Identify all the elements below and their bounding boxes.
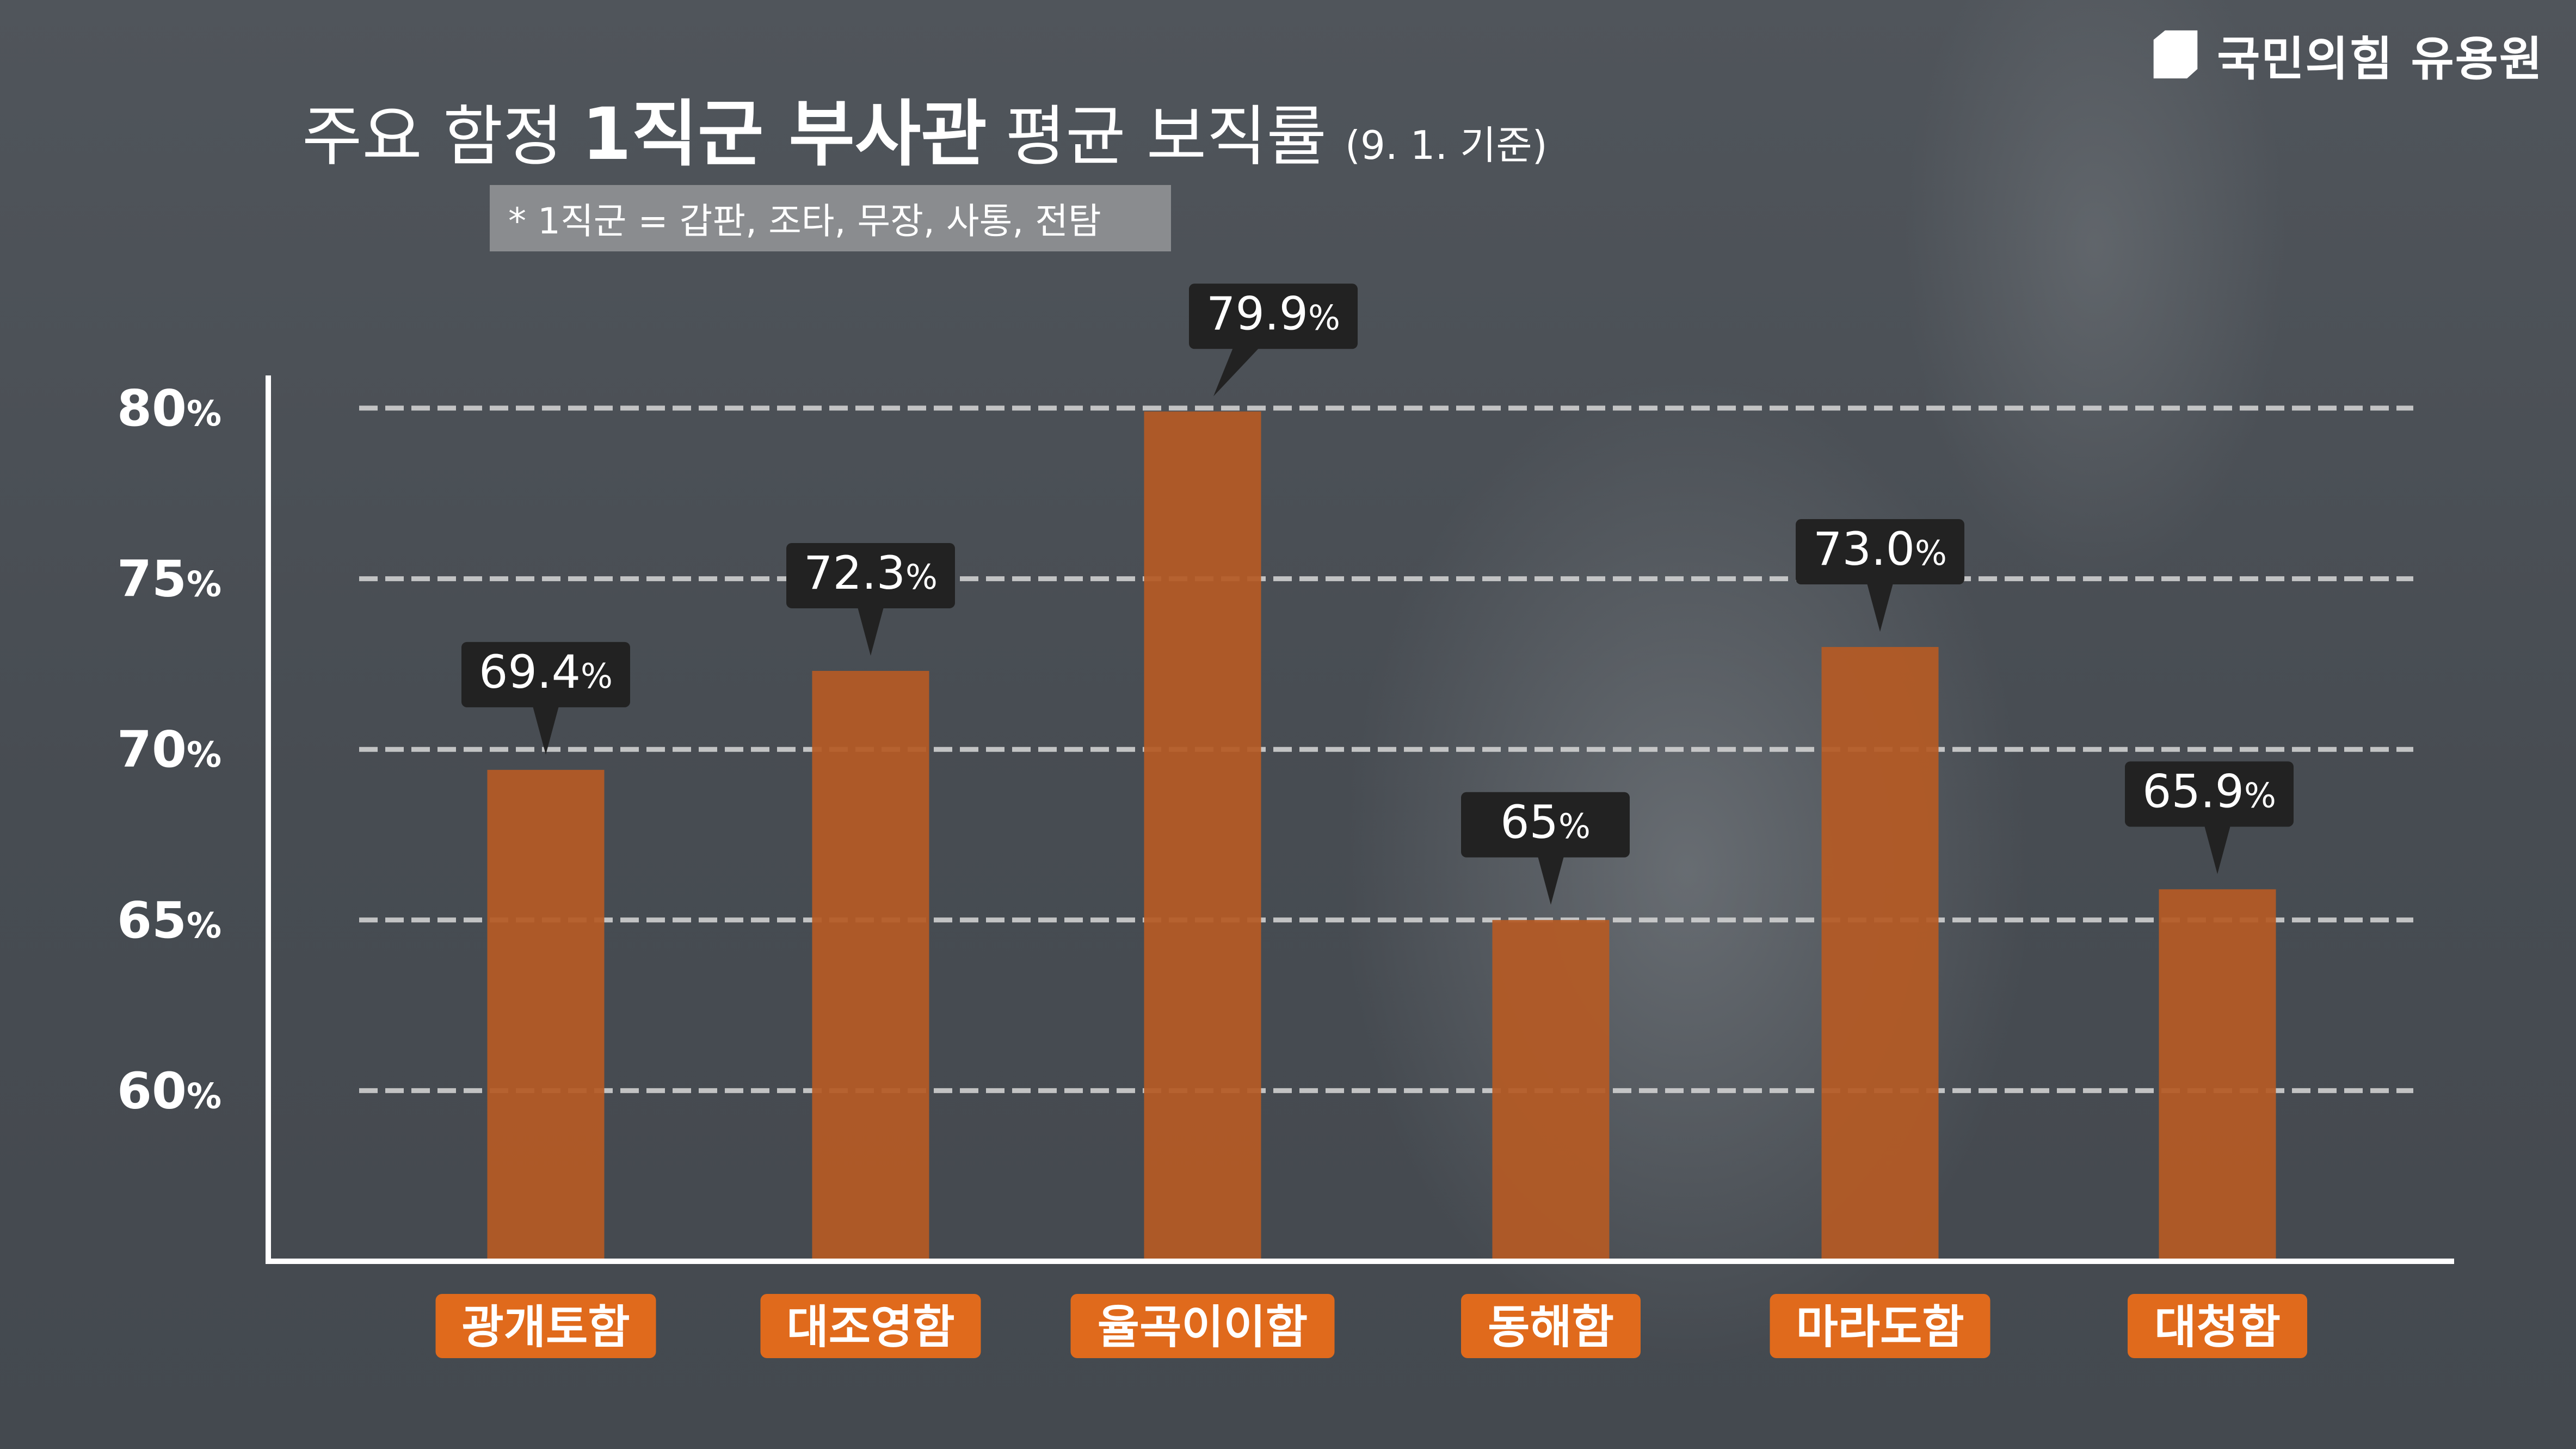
category-label: 광개토함	[435, 1294, 656, 1358]
category-label-box	[1770, 1294, 1990, 1358]
category-label-text: 동해함	[1488, 1300, 1614, 1354]
brand: 국민의힘 유용원	[2149, 22, 2543, 87]
footnote-box: * 1직군 = 갑판, 조타, 무장, 사통, 전탐	[490, 185, 1171, 251]
category-label: 대조영함	[760, 1294, 981, 1358]
value-callout-box	[1189, 283, 1358, 349]
y-tick-label: 70%	[117, 720, 221, 779]
bar-대청함	[2159, 889, 2276, 1261]
bar-광개토함	[487, 769, 605, 1261]
value-label: 79.9%	[1206, 287, 1340, 340]
value-label: 73.0%	[1813, 522, 1947, 576]
category-label: 마라도함	[1770, 1294, 1990, 1358]
value-callout-pointer	[858, 607, 884, 656]
value-callout-box	[1461, 792, 1630, 858]
y-tick-label: 75%	[117, 550, 221, 608]
category-labels: 광개토함 대조영함 율곡이이함 동해함 마라도함 대청함	[435, 1294, 2307, 1358]
y-tick-label: 80%	[117, 379, 221, 437]
category-label-box	[1461, 1294, 1641, 1358]
value-callout-pointer	[1867, 583, 1893, 632]
axes	[266, 375, 2454, 1264]
bars	[487, 411, 2276, 1261]
chart-title: 주요 함정 1직군 부사관 평균 보직률 (9. 1. 기준)	[302, 76, 1548, 176]
value-callout-pointer	[1538, 856, 1564, 905]
value-labels: 69.4% 72.3% 79.9% 65% 73.0% 65.9%	[461, 283, 2294, 905]
title-part-2: 1직군 부사관	[581, 93, 987, 176]
value-callout: 69.4%	[461, 642, 630, 755]
category-label-text: 율곡이이함	[1098, 1300, 1308, 1354]
value-callout-pointer	[533, 706, 559, 755]
title-part-3: 평균 보직률	[1005, 99, 1327, 175]
party-logo-icon	[2153, 30, 2198, 79]
category-label-box	[2128, 1294, 2307, 1358]
value-callout-box	[1796, 519, 1964, 585]
title-basis: (9. 1. 기준)	[1345, 122, 1548, 168]
category-label-text: 마라도함	[1796, 1300, 1964, 1354]
category-label-box	[760, 1294, 981, 1358]
category-label-text: 대조영함	[786, 1300, 954, 1354]
bar-마라도함	[1821, 647, 1939, 1261]
value-callout: 72.3%	[786, 542, 955, 656]
gridlines	[359, 405, 2413, 1093]
value-callout-box	[786, 542, 955, 608]
category-label-text: 대청함	[2154, 1300, 2281, 1354]
value-label: 69.4%	[479, 645, 613, 699]
category-label: 대청함	[2128, 1294, 2307, 1358]
bar-대조영함	[812, 670, 929, 1261]
brand-name: 국민의힘 유용원	[2217, 32, 2543, 87]
y-tick-labels: 60% 65% 70% 75% 80%	[117, 379, 221, 1120]
category-label: 율곡이이함	[1070, 1294, 1335, 1358]
bar-동해함	[1492, 920, 1610, 1261]
category-label-box	[435, 1294, 656, 1358]
title-part-1: 주요 함정	[302, 99, 563, 175]
value-callout-box	[2125, 761, 2294, 827]
value-label: 65%	[1500, 796, 1591, 849]
value-callout: 73.0%	[1796, 519, 1964, 632]
value-callout-box	[461, 642, 630, 707]
category-label-box	[1070, 1294, 1335, 1358]
y-tick-label: 65%	[117, 891, 221, 949]
value-label: 65.9%	[2142, 764, 2276, 818]
bar-율곡이이함	[1144, 411, 1261, 1261]
value-callout-pointer	[2204, 825, 2230, 874]
value-callout: 65.9%	[2125, 761, 2294, 874]
value-callout: 65%	[1461, 792, 1630, 905]
value-label: 72.3%	[804, 546, 938, 600]
y-tick-label: 60%	[117, 1062, 221, 1120]
value-callout-pointer	[1213, 348, 1259, 397]
category-label: 동해함	[1461, 1294, 1641, 1358]
category-label-text: 광개토함	[461, 1300, 630, 1354]
value-callout: 79.9%	[1189, 283, 1358, 397]
